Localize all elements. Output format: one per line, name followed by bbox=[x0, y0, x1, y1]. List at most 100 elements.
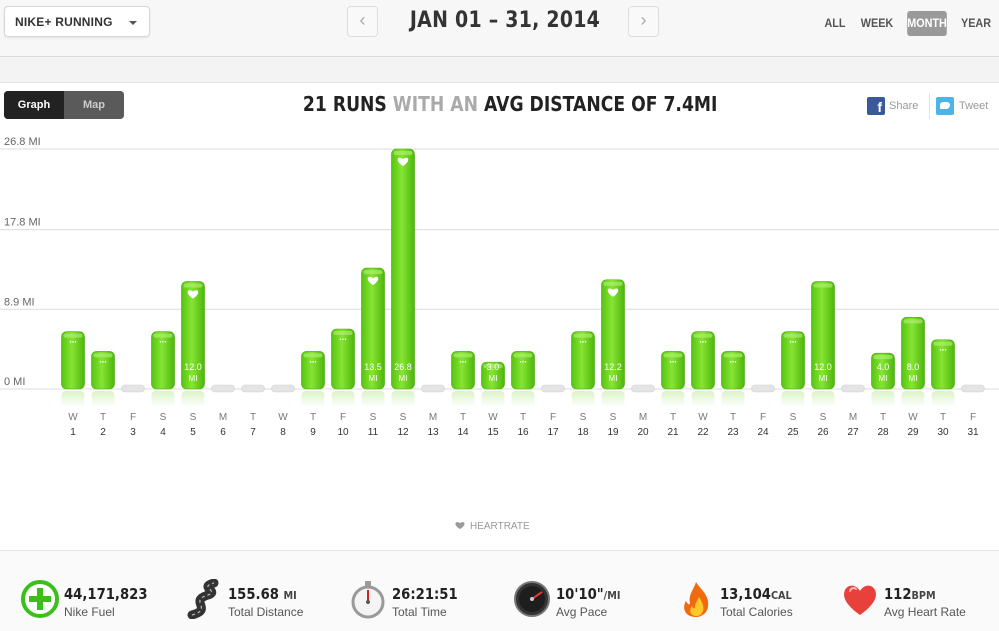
bar-reflection bbox=[301, 391, 325, 407]
day-number-label: 22 bbox=[697, 427, 709, 438]
heart-icon bbox=[397, 157, 409, 166]
run-bar[interactable] bbox=[481, 361, 505, 390]
twitter-tweet-label: Tweet bbox=[959, 100, 989, 112]
run-bar[interactable] bbox=[451, 351, 475, 390]
bar-value-label: 3.0 bbox=[487, 362, 500, 372]
run-bar[interactable] bbox=[721, 351, 745, 390]
period-week-tab[interactable]: WEEK bbox=[860, 16, 894, 30]
period-month-tab[interactable]: MONTH bbox=[907, 11, 947, 36]
weekday-label: S bbox=[790, 412, 797, 423]
heart-icon bbox=[844, 585, 876, 615]
run-bar[interactable] bbox=[661, 351, 685, 390]
bar-reflection bbox=[721, 391, 745, 407]
weekday-label: T bbox=[670, 412, 676, 423]
bar-reflection bbox=[481, 391, 505, 407]
run-bar[interactable] bbox=[571, 331, 595, 390]
heart-icon bbox=[187, 290, 199, 299]
run-bar[interactable] bbox=[361, 267, 385, 390]
nike-fuel-label: Nike Fuel bbox=[64, 605, 115, 619]
day-number-label: 18 bbox=[577, 427, 589, 438]
weekday-label: M bbox=[219, 412, 227, 423]
bar-highlight bbox=[603, 281, 623, 286]
run-bar[interactable] bbox=[391, 148, 415, 390]
day-number-label: 20 bbox=[637, 427, 649, 438]
weekday-label: F bbox=[130, 412, 136, 423]
bar-highlight bbox=[303, 353, 323, 358]
bar-dots-label: ... bbox=[69, 335, 77, 345]
bar-unit-label: MI bbox=[489, 374, 498, 383]
speedometer-icon bbox=[514, 581, 550, 617]
chevron-left-icon: ‹ bbox=[359, 10, 366, 30]
run-bar[interactable] bbox=[91, 351, 115, 390]
run-bar[interactable] bbox=[301, 351, 325, 390]
run-bar[interactable] bbox=[331, 328, 355, 390]
heartrate-legend-icon bbox=[455, 522, 465, 529]
road-icon bbox=[187, 579, 219, 619]
avg-pace-number: 10'10" bbox=[556, 585, 604, 603]
app-selector-dropdown[interactable]: NIKE+ RUNNING bbox=[4, 6, 150, 37]
total-calories-value: 13,104CAL bbox=[720, 585, 792, 603]
day-number-label: 28 bbox=[877, 427, 889, 438]
weekday-label: T bbox=[520, 412, 526, 423]
day-number-label: 13 bbox=[427, 427, 439, 438]
run-bar[interactable] bbox=[601, 279, 625, 390]
run-bar[interactable] bbox=[691, 331, 715, 390]
run-bar[interactable] bbox=[511, 351, 535, 390]
bar-reflection bbox=[61, 391, 85, 407]
weekday-label: S bbox=[400, 412, 407, 423]
run-bar[interactable] bbox=[931, 339, 955, 390]
weekday-label: M bbox=[429, 412, 437, 423]
run-bar[interactable] bbox=[151, 331, 175, 390]
heart-icon bbox=[607, 288, 619, 297]
empty-day-marker bbox=[211, 384, 235, 393]
bar-highlight bbox=[933, 341, 953, 346]
runs-summary-headline: 21 RUNS WITH AN AVG DISTANCE OF 7.4MI bbox=[302, 92, 718, 116]
day-number-label: 6 bbox=[220, 427, 226, 438]
bar-reflection bbox=[871, 391, 895, 407]
bar-highlight bbox=[513, 353, 533, 358]
run-bar[interactable] bbox=[61, 331, 85, 390]
share-divider bbox=[929, 93, 930, 119]
run-bar[interactable] bbox=[811, 281, 835, 390]
weekday-label: W bbox=[488, 412, 498, 423]
bar-dots-label: ... bbox=[579, 335, 587, 345]
weekday-label: T bbox=[310, 412, 316, 423]
empty-day-marker bbox=[271, 384, 295, 393]
weekday-label: S bbox=[160, 412, 167, 423]
bar-reflection bbox=[151, 391, 175, 407]
next-period-button[interactable]: › bbox=[628, 6, 659, 37]
day-number-label: 19 bbox=[607, 427, 619, 438]
bar-highlight bbox=[903, 319, 923, 324]
bar-reflection bbox=[601, 391, 625, 407]
runs-count: 21 RUNS bbox=[302, 92, 387, 116]
bar-dots-label: ... bbox=[459, 354, 467, 364]
weekday-label: W bbox=[908, 412, 918, 423]
period-all-tab[interactable]: ALL bbox=[824, 16, 846, 30]
empty-day-marker bbox=[541, 384, 565, 393]
total-calories-unit: CAL bbox=[770, 589, 792, 602]
run-bar[interactable] bbox=[181, 281, 205, 390]
map-view-button[interactable]: Map bbox=[64, 91, 124, 119]
distance-bar-chart: 0 MI 8.9 MI 17.8 MI 26.8 MI ......... 12.0 MI… bbox=[0, 136, 999, 532]
empty-day-marker bbox=[121, 384, 145, 393]
empty-day-marker bbox=[841, 384, 865, 393]
bar-value-label: 26.8 bbox=[394, 362, 412, 372]
day-number-label: 27 bbox=[847, 427, 859, 438]
run-bar[interactable] bbox=[781, 331, 805, 390]
facebook-icon: f bbox=[867, 97, 885, 115]
bar-highlight bbox=[663, 353, 683, 358]
period-year-tab[interactable]: YEAR bbox=[960, 16, 992, 30]
total-distance-unit: MI bbox=[283, 589, 297, 602]
y-tick-label: 0 MI bbox=[4, 376, 25, 388]
empty-day-marker bbox=[961, 384, 985, 393]
previous-period-button[interactable]: ‹ bbox=[347, 6, 378, 37]
bar-highlight bbox=[723, 353, 743, 358]
weekday-label: S bbox=[190, 412, 197, 423]
day-number-label: 11 bbox=[368, 427, 379, 438]
day-number-label: 29 bbox=[907, 427, 919, 438]
bar-highlight bbox=[573, 333, 593, 338]
graph-view-button[interactable]: Graph bbox=[4, 91, 64, 119]
run-bar[interactable] bbox=[901, 317, 925, 390]
run-bar[interactable] bbox=[871, 352, 895, 390]
bar-highlight bbox=[363, 270, 383, 275]
